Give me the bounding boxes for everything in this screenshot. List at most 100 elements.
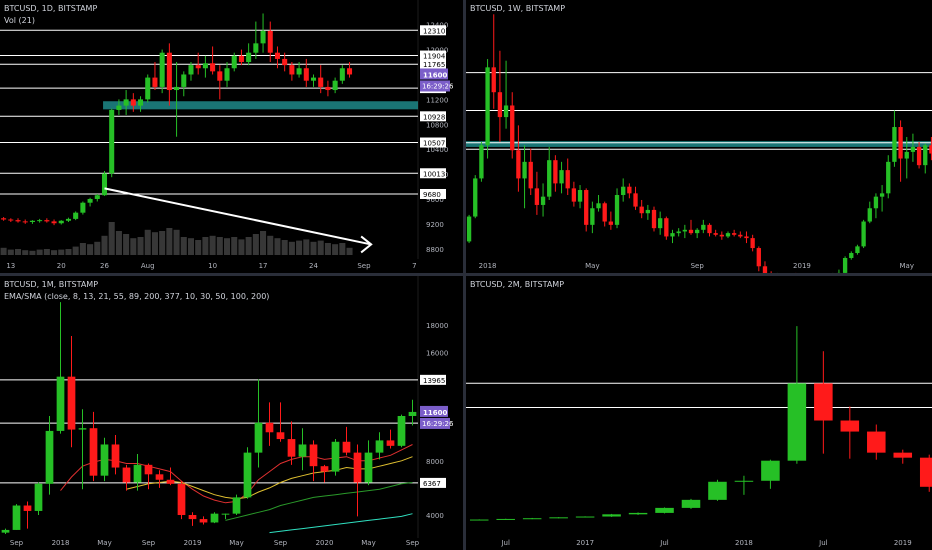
trend-arrow-head: [360, 235, 373, 254]
candle-body: [166, 52, 172, 91]
candle-body: [627, 186, 632, 194]
volume-bar: [36, 249, 43, 255]
candle-body: [94, 195, 100, 199]
candle-body: [867, 431, 886, 453]
candle-body: [123, 99, 129, 106]
candle-body: [152, 77, 158, 87]
candle-body: [260, 30, 266, 44]
candle-body: [639, 206, 644, 214]
candle-body: [111, 444, 120, 468]
candle-body: [855, 246, 860, 254]
panel-divider-horizontal[interactable]: [0, 273, 932, 276]
volume-bar: [65, 249, 72, 255]
candle-body: [386, 440, 395, 446]
candle-body: [375, 440, 384, 453]
level-label-box: [420, 111, 446, 122]
volume-bar: [195, 240, 202, 255]
candle-body: [254, 422, 263, 453]
candle-body: [303, 68, 309, 81]
chart-svg-2m: 2200020000180001600080006000400020000140…: [466, 326, 932, 547]
volume-bar: [346, 247, 353, 255]
x-tick-label: May: [585, 262, 599, 270]
volume-bar: [310, 241, 317, 255]
candle-body: [138, 99, 144, 106]
candle-body: [879, 193, 885, 197]
x-tick-label: Sep: [274, 539, 288, 547]
candle-body: [522, 161, 527, 179]
candle-body: [893, 452, 913, 458]
candle-body: [224, 68, 230, 81]
volume-bar: [324, 243, 331, 255]
candle-body: [534, 188, 540, 205]
candle-body: [210, 63, 216, 72]
candle-body: [602, 203, 607, 222]
level-label-box: [420, 477, 446, 488]
price-tag-box: [420, 405, 448, 417]
level-label: 12310: [423, 27, 445, 35]
candle-body: [45, 430, 54, 484]
candle-body: [497, 92, 503, 118]
candle-body: [469, 519, 489, 521]
y-tick-label: 10800: [426, 121, 448, 129]
candle-body: [232, 497, 241, 514]
candle-body: [65, 218, 71, 221]
candle-body: [130, 99, 136, 106]
level-label-box: [420, 50, 446, 61]
candle-body: [116, 105, 122, 110]
volume-bar: [267, 235, 274, 255]
volume-bar: [296, 240, 303, 255]
x-tick-label: Sep: [142, 539, 156, 547]
candle-body: [325, 86, 331, 91]
candle-body: [246, 52, 252, 63]
candle-body: [298, 444, 307, 457]
candle-body: [87, 198, 93, 203]
x-tick-label: 2018: [479, 262, 497, 270]
candle-body: [181, 74, 187, 87]
x-tick-label: 26: [100, 262, 109, 270]
level-label-box: [420, 168, 446, 179]
volume-bar: [187, 238, 195, 255]
candle-body: [516, 150, 521, 179]
candle-body: [479, 145, 484, 179]
volume-bar: [94, 241, 101, 255]
countdown-box: [420, 80, 450, 92]
support-zone: [103, 101, 418, 110]
candle-body: [353, 452, 362, 483]
candle-body: [253, 43, 259, 53]
candle-body: [12, 505, 21, 530]
volume-bar: [317, 240, 324, 255]
candle-body: [787, 383, 807, 461]
volume-bar: [123, 234, 130, 255]
candle-body: [44, 220, 50, 222]
candle-body: [867, 208, 872, 222]
y-tick-label: 16000: [426, 349, 448, 357]
candle-body: [309, 444, 318, 467]
volume-bar: [144, 229, 151, 255]
x-tick-label: 2018: [52, 539, 70, 547]
level-label: 9680: [423, 191, 441, 199]
candle-body: [842, 258, 848, 273]
candle-body: [892, 127, 897, 162]
volume-bar: [43, 249, 50, 255]
candle-body: [658, 218, 663, 229]
candle-body: [608, 221, 614, 225]
volume-bar: [180, 237, 187, 255]
candle-body: [750, 238, 755, 249]
candle-body: [614, 195, 620, 225]
candle-body: [238, 55, 244, 63]
candle-body: [628, 512, 648, 515]
candle-body: [861, 221, 866, 247]
candle-body: [528, 161, 533, 189]
candle-body: [655, 507, 674, 513]
candle-body: [133, 464, 142, 483]
candle-body: [840, 420, 860, 432]
x-tick-label: May: [97, 539, 111, 547]
volume-bar: [281, 240, 288, 255]
volume-bar: [87, 244, 94, 255]
candle-body: [73, 212, 79, 219]
candle-body: [267, 30, 273, 53]
candle-body: [202, 63, 208, 69]
candle-body: [681, 499, 701, 508]
candle-body: [408, 411, 417, 416]
chart-svg-1m: 180001600080004000139651077663671160016:…: [0, 276, 454, 547]
